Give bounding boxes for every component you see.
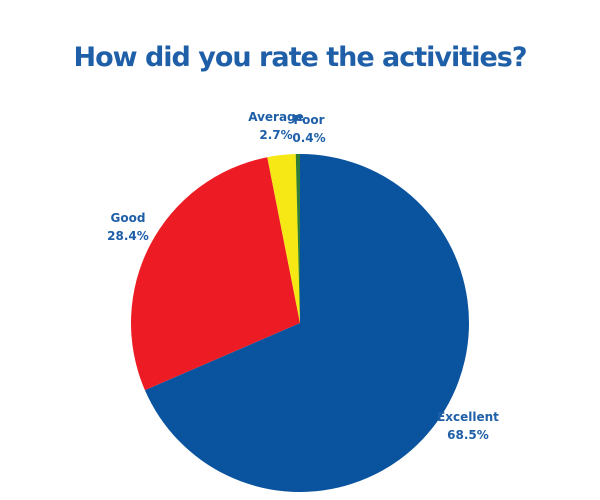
slice-label-excellent-percent: 68.5% [447,428,489,442]
slice-label-good-name: Good [110,211,146,225]
slice-label-poor-name: Poor [293,113,325,127]
slice-label-poor-percent: 0.4% [292,131,326,145]
slice-label-excellent: Excellent 68.5% [423,408,513,444]
slice-label-good-percent: 28.4% [107,229,149,243]
slice-label-poor: Poor 0.4% [279,111,339,147]
slice-label-excellent-name: Excellent [437,410,499,424]
slice-label-average-percent: 2.7% [259,128,293,142]
pie-chart [131,154,469,492]
pie-slice-average [267,154,300,323]
pie-slice-poor [295,154,300,323]
pie-slice-good [131,157,300,391]
chart-title: How did you rate the activities? [73,42,527,73]
pie-slice-excellent [144,154,469,492]
slice-label-good: Good 28.4% [88,209,168,245]
slice-label-average-name: Average [248,110,304,124]
slice-label-average: Average 2.7% [241,108,311,144]
